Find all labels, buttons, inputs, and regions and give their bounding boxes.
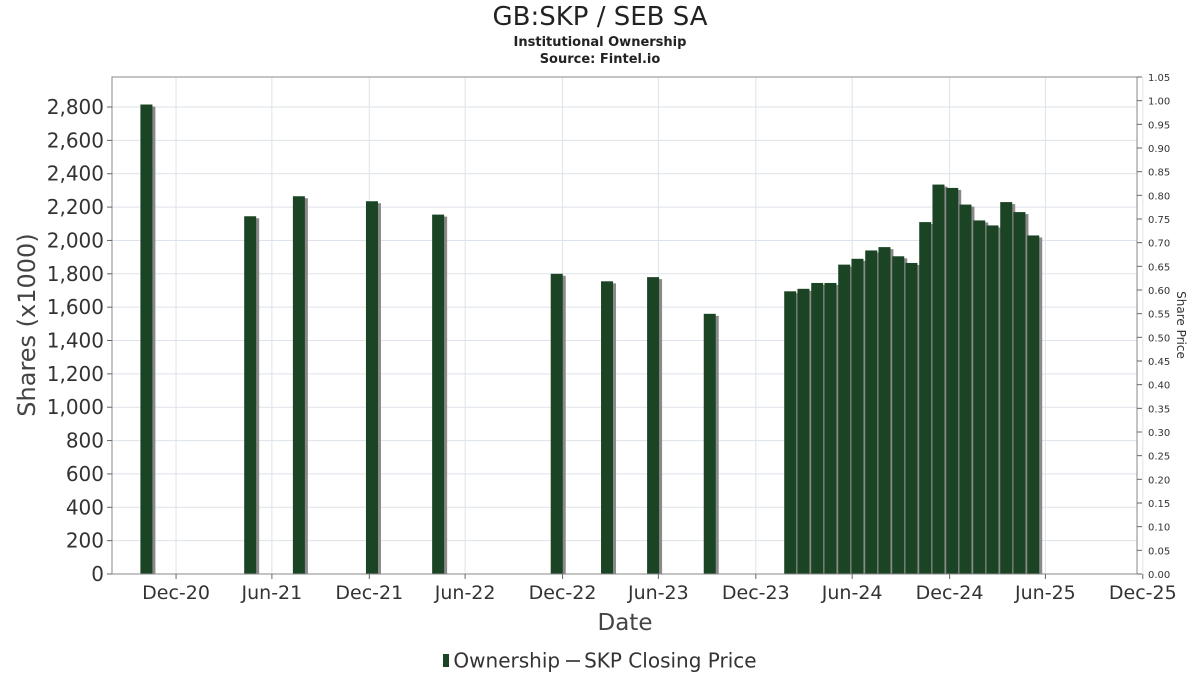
price-legend-swatch: [566, 659, 581, 662]
y-tick-label: 600: [66, 462, 104, 486]
x-tick-label: Dec-21: [335, 582, 403, 604]
ownership-bar: [878, 247, 891, 575]
ownership-bar: [550, 273, 563, 574]
x-tick-label: Jun-25: [1014, 582, 1076, 604]
y-tick-label: 2,200: [47, 195, 104, 219]
y2-tick-label: 0.80: [1148, 191, 1170, 202]
y2-tick-label: 0.15: [1148, 499, 1170, 510]
y-tick-label: 1,400: [47, 329, 104, 353]
x-tick-label: Dec-22: [529, 582, 597, 604]
ownership-bar: [140, 104, 153, 574]
x-tick-label: Jun-22: [434, 582, 496, 604]
ownership-bar: [703, 313, 716, 574]
y2-tick-label: 0.90: [1148, 144, 1170, 155]
y2-tick-label: 0.30: [1148, 428, 1170, 439]
y-tick-label: 1,000: [47, 395, 104, 419]
ownership-bar: [1013, 212, 1026, 574]
x-tick-label: Dec-25: [1109, 582, 1177, 604]
y2-axis-title: Share Price: [1174, 291, 1188, 359]
y-tick-label: 800: [66, 429, 104, 453]
ownership-bar: [292, 196, 305, 574]
x-tick-label: Jun-24: [821, 582, 883, 604]
ownership-bar: [986, 225, 999, 574]
y-tick-label: 2,600: [47, 128, 104, 152]
y2-tick-label: 1.00: [1148, 97, 1170, 108]
y2-tick-label: 0.55: [1148, 310, 1170, 321]
ownership-bar: [365, 201, 378, 574]
y2-tick-label: 0.50: [1148, 333, 1170, 344]
y-tick-label: 0: [91, 562, 104, 586]
y2-tick-label: 0.65: [1148, 262, 1170, 273]
ownership-bar: [601, 281, 614, 574]
chart-source: Source: Fintel.io: [539, 52, 661, 67]
y-tick-label: 2,800: [47, 95, 104, 119]
legend-price-label: SKP Closing Price: [584, 648, 757, 673]
y2-tick-label: 0.75: [1148, 215, 1170, 226]
y2-tick-label: 0.60: [1148, 286, 1170, 297]
chart-legend: Ownership SKP Closing Price: [0, 647, 1200, 673]
ownership-bar: [851, 258, 864, 574]
y-axis-title: Shares (x1000): [13, 233, 41, 416]
legend-ownership-label: Ownership: [453, 648, 561, 673]
y2-tick-label: 0.35: [1148, 404, 1170, 415]
y2-tick-label: 0.25: [1148, 452, 1170, 463]
ownership-bar: [784, 291, 797, 574]
ownership-bar: [824, 282, 837, 574]
ownership-bar: [647, 277, 660, 574]
ownership-bar: [932, 184, 945, 574]
y2-tick-label: 0.70: [1148, 239, 1170, 250]
y-tick-label: 1,200: [47, 362, 104, 386]
ownership-bar: [905, 262, 918, 574]
x-tick-label: Jun-21: [241, 582, 303, 604]
ownership-bar: [432, 214, 445, 574]
ownership-bar: [244, 216, 257, 574]
y2-tick-label: 0.20: [1148, 475, 1170, 486]
y2-tick-label: 0.85: [1148, 168, 1170, 179]
y-tick-label: 2,400: [47, 162, 104, 186]
ownership-bar: [1000, 202, 1013, 574]
ownership-bar: [946, 187, 959, 574]
x-axis-title: Date: [598, 610, 653, 636]
y2-tick-label: 1.05: [1148, 73, 1170, 84]
y-tick-label: 400: [66, 495, 104, 519]
ownership-bar: [892, 256, 905, 574]
ownership-bar: [1027, 235, 1040, 575]
chart-title: GB:SKP / SEB SA: [492, 2, 708, 32]
ownership-bar: [797, 288, 810, 574]
plot-frame: [111, 76, 1138, 575]
x-tick-label: Dec-20: [142, 582, 210, 604]
y-tick-label: 1,800: [47, 262, 104, 286]
ownership-bar: [973, 220, 986, 574]
chart-subtitle: Institutional Ownership: [513, 35, 687, 50]
y2-tick-label: 0.95: [1148, 120, 1170, 131]
y-tick-label: 1,600: [47, 295, 104, 319]
ownership-legend-swatch: [443, 654, 450, 667]
y-tick-label: 200: [66, 529, 104, 553]
y2-tick-label: 0.45: [1148, 357, 1170, 368]
ownership-bar: [811, 282, 824, 574]
y-tick-label: 2,000: [47, 228, 104, 252]
y2-tick-label: 0.00: [1148, 570, 1170, 581]
ownership-bar: [919, 222, 932, 574]
ownership-bar: [959, 204, 972, 574]
y2-tick-label: 0.40: [1148, 381, 1170, 392]
ownership-bar: [865, 250, 878, 575]
x-tick-label: Dec-23: [722, 582, 790, 604]
y2-tick-label: 0.05: [1148, 546, 1170, 557]
x-tick-label: Dec-24: [916, 582, 984, 604]
x-tick-label: Jun-23: [627, 582, 689, 604]
ownership-bar: [838, 264, 851, 574]
y2-tick-label: 0.10: [1148, 523, 1170, 534]
